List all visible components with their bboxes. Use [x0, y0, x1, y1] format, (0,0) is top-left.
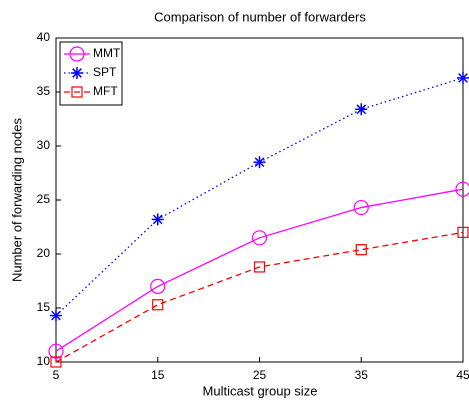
marker-shape	[455, 181, 469, 197]
legend-label: SPT	[93, 65, 117, 79]
y-tick-label: 40	[37, 30, 51, 44]
marker-circle	[455, 181, 469, 197]
marker-stroke	[356, 104, 367, 115]
y-tick-label: 35	[37, 84, 51, 98]
marker-asterisk	[151, 213, 164, 226]
marker-circle	[69, 46, 85, 62]
marker-circle	[48, 343, 64, 359]
x-tick-label: 15	[151, 368, 165, 382]
marker-stroke	[72, 68, 82, 78]
marker-shape	[150, 278, 166, 294]
marker-shape	[353, 199, 369, 216]
y-tick-label: 20	[37, 246, 51, 260]
marker-stroke	[254, 157, 265, 168]
x-axis-label: Multicast group size	[203, 383, 318, 398]
marker-square	[71, 86, 83, 98]
marker-asterisk	[457, 71, 469, 84]
y-tick-label: 10	[37, 354, 51, 368]
marker-stroke	[152, 214, 163, 225]
marker-shape	[152, 299, 164, 311]
marker-shape	[253, 261, 266, 273]
chart-title: Comparison of number of forwarders	[154, 9, 366, 24]
x-tick-label: 5	[53, 368, 60, 382]
series-line	[55, 188, 464, 352]
series-line	[55, 231, 464, 363]
legend-label: MFT	[93, 84, 118, 98]
x-tick-label: 35	[355, 368, 369, 382]
marker-shape	[50, 356, 62, 368]
marker-shape	[457, 226, 469, 238]
marker-asterisk	[71, 67, 83, 79]
marker-asterisk	[50, 309, 62, 322]
series-line	[55, 77, 464, 317]
legend-label: MMT	[93, 46, 121, 60]
y-tick-label: 15	[37, 300, 51, 314]
marker-square	[355, 244, 367, 256]
marker-circle	[150, 278, 166, 294]
marker-square	[457, 226, 469, 238]
marker-shape	[251, 230, 268, 246]
marker-square	[152, 299, 164, 311]
y-tick-label: 30	[37, 138, 51, 152]
marker-shape	[48, 343, 64, 359]
y-axis-label: Number of forwarding nodes	[9, 117, 24, 282]
marker-shape	[355, 244, 367, 256]
marker-stroke	[51, 310, 61, 321]
y-tick-label: 25	[37, 192, 51, 206]
x-tick-label: 45	[456, 368, 469, 382]
x-tick-label: 25	[253, 368, 267, 382]
marker-shape	[71, 86, 83, 98]
marker-asterisk	[355, 103, 368, 116]
marker-asterisk	[253, 156, 266, 169]
marker-circle	[251, 230, 268, 246]
marker-square	[50, 356, 62, 368]
marker-square	[253, 261, 266, 273]
marker-circle	[353, 199, 369, 216]
marker-stroke	[458, 73, 468, 83]
marker-shape	[69, 46, 85, 62]
